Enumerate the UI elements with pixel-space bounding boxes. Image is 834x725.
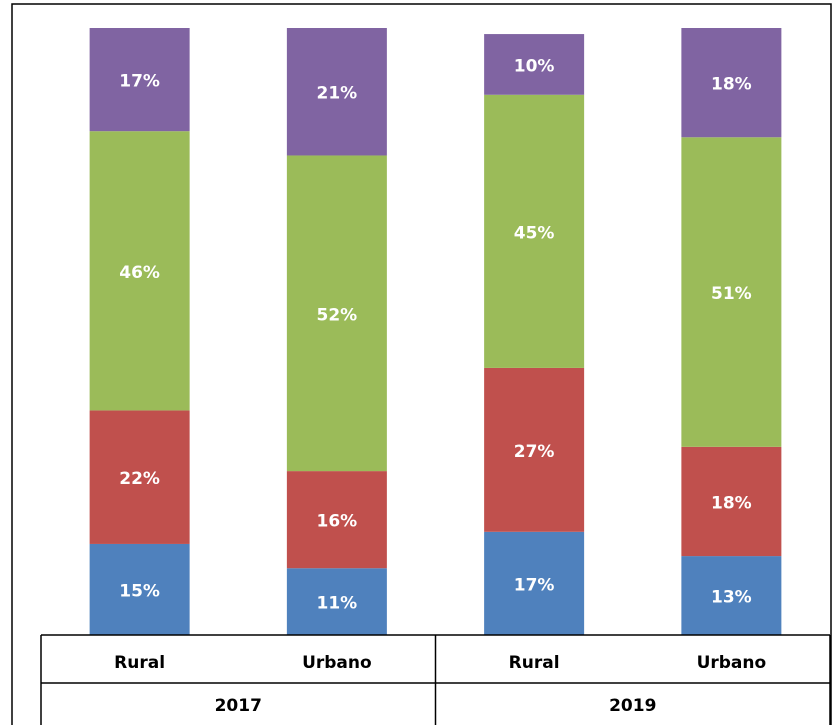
data-label: 27%	[514, 442, 555, 462]
bar-segment	[484, 34, 585, 95]
data-label: 18%	[711, 75, 752, 95]
bar-segment	[681, 137, 782, 447]
data-label: 11%	[317, 594, 358, 614]
bar-segment	[681, 28, 782, 138]
x-tick-label: Urbano	[697, 653, 767, 673]
data-label: 17%	[119, 72, 160, 92]
data-label: 52%	[317, 305, 358, 325]
bar-segment	[484, 94, 585, 368]
data-label: 13%	[711, 588, 752, 608]
data-label: 15%	[119, 581, 160, 601]
bar-segment	[681, 446, 782, 557]
data-label: 51%	[711, 284, 752, 304]
group-label: 2019	[609, 696, 656, 716]
bar-segment	[286, 568, 387, 635]
data-label: 18%	[711, 493, 752, 513]
data-label: 17%	[514, 575, 555, 595]
bar-segment	[286, 471, 387, 569]
bar-segment	[286, 155, 387, 472]
bar-segment	[286, 28, 387, 156]
bar-segment	[89, 410, 190, 544]
data-label: 46%	[119, 263, 160, 283]
bar-segment	[89, 28, 190, 132]
x-tick-label: Rural	[114, 653, 165, 673]
group-label: 2017	[215, 696, 262, 716]
data-label: 10%	[514, 56, 555, 76]
chart-border	[11, 3, 832, 725]
data-label: 22%	[119, 469, 160, 489]
bar-segment	[484, 367, 585, 532]
bar-segment	[681, 556, 782, 635]
bar-segment	[89, 131, 190, 411]
x-tick-label: Urbano	[302, 653, 372, 673]
x-tick-label: Rural	[509, 653, 560, 673]
data-label: 45%	[514, 223, 555, 243]
bar-segment	[89, 543, 190, 635]
bar-segment	[484, 531, 585, 635]
data-label: 16%	[317, 512, 358, 532]
data-label: 21%	[317, 84, 358, 104]
